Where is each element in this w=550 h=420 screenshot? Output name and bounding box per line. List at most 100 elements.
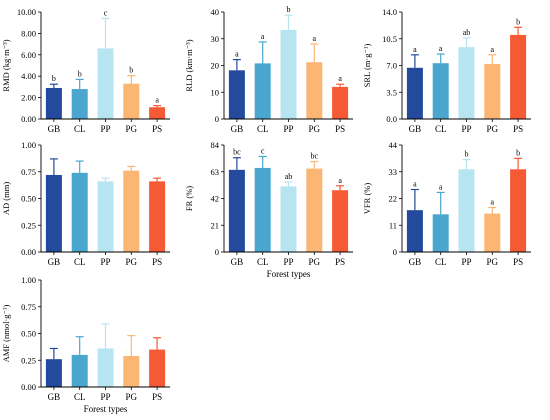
y-axis-label-rmd: RMD (kg·m⁻³) — [1, 39, 11, 91]
y-tick-label-vfr-0: 0 — [393, 247, 397, 257]
bar-ad-pp — [97, 181, 114, 252]
y-tick-label-rmd-2: 4.00 — [21, 71, 36, 81]
x-tick-label-srl-cl: CL — [435, 124, 447, 134]
y-tick-label-srl-4: 14.0 — [382, 7, 397, 17]
panel-rld: a GB a CL b PP a PG a PS 0 10 20 30 40 RLD (km·m⁻³) — [184, 5, 353, 134]
y-tick-label-rmd-0: 0.00 — [21, 114, 36, 124]
bar-rmd-pg — [123, 83, 140, 119]
significance-letter-vfr-pp: b — [465, 150, 469, 159]
x-tick-label-amf-ps: PS — [152, 392, 162, 402]
panel-rmd: b GB b CL c PP b PG a PS 0.00 2.00 4.00 6.00 8.00 10.00… — [1, 7, 170, 134]
panel-amf: GB CL PP PG PS 0.00 0.25 0.50 0.75 1.00 AMF (nmol·… — [1, 275, 170, 414]
y-tick-label-fr-3: 63 — [211, 167, 220, 177]
y-tick-label-fr-4: 84 — [211, 140, 220, 150]
y-tick-label-rmd-1: 2.00 — [21, 93, 36, 103]
x-tick-label-vfr-ps: PS — [513, 257, 523, 267]
bar-amf-ps — [149, 349, 166, 387]
panel-ad: GB CL PP PG PS 0.00 0.25 0.50 0.75 1.00 AD (mm) — [1, 140, 170, 267]
x-tick-label-srl-pg: PG — [487, 124, 499, 134]
x-tick-label-fr-cl: CL — [257, 257, 269, 267]
bar-rmd-pp — [97, 48, 114, 119]
x-tick-label-fr-pg: PG — [309, 257, 321, 267]
bar-vfr-cl — [432, 214, 449, 252]
bar-rmd-cl — [71, 89, 88, 119]
x-tick-label-rld-pp: PP — [283, 124, 293, 134]
y-tick-label-amf-1: 0.25 — [21, 355, 36, 365]
y-tick-label-amf-4: 1.00 — [21, 275, 36, 285]
significance-letter-srl-cl: a — [439, 44, 443, 53]
bar-fr-cl — [254, 167, 271, 252]
bar-ad-ps — [149, 181, 166, 252]
significance-letter-vfr-ps: b — [516, 148, 520, 157]
y-tick-label-rld-0: 0 — [215, 114, 219, 124]
x-tick-label-vfr-pg: PG — [487, 257, 499, 267]
bar-srl-pp — [458, 47, 475, 119]
x-tick-label-fr-ps: PS — [335, 257, 345, 267]
bar-rld-pg — [306, 62, 323, 119]
x-tick-label-fr-gb: GB — [231, 257, 244, 267]
bar-srl-pg — [484, 63, 501, 119]
significance-letter-rmd-pp: c — [104, 8, 108, 17]
y-tick-label-srl-2: 7.0 — [386, 61, 397, 71]
y-tick-label-srl-3: 10.5 — [382, 34, 397, 44]
y-tick-label-amf-3: 0.75 — [21, 302, 36, 312]
bar-rld-ps — [332, 86, 349, 119]
bar-vfr-pp — [458, 169, 475, 252]
panel-fr: bc GB c CL ab PP bc PG a PS 0 21 42 63 84 FR (%) Forest … — [184, 140, 353, 279]
significance-letter-vfr-gb: a — [413, 180, 417, 189]
x-tick-label-srl-ps: PS — [513, 124, 523, 134]
y-tick-label-rld-2: 20 — [211, 61, 220, 71]
y-tick-label-rmd-4: 8.00 — [21, 28, 36, 38]
bar-fr-pp — [280, 186, 297, 252]
x-tick-label-ad-pg: PG — [126, 257, 138, 267]
significance-letter-rld-pg: a — [313, 34, 317, 43]
x-tick-label-srl-pp: PP — [461, 124, 471, 134]
y-tick-label-ad-0: 0.00 — [21, 247, 36, 257]
significance-letter-rld-gb: a — [235, 50, 239, 59]
bar-rmd-gb — [45, 87, 62, 119]
x-tick-label-ad-ps: PS — [152, 257, 162, 267]
x-tick-label-vfr-pp: PP — [461, 257, 471, 267]
x-tick-label-rmd-pp: PP — [100, 124, 110, 134]
x-tick-label-ad-cl: CL — [74, 257, 86, 267]
significance-letter-fr-cl: c — [261, 146, 265, 155]
y-tick-label-ad-4: 1.00 — [21, 140, 36, 150]
y-tick-label-rld-3: 30 — [211, 34, 220, 44]
y-tick-label-ad-1: 0.25 — [21, 220, 36, 230]
significance-letter-srl-pp: ab — [463, 28, 471, 37]
bar-rld-pp — [280, 29, 297, 120]
significance-letter-rld-ps: a — [338, 74, 342, 83]
bar-rmd-ps — [149, 107, 166, 119]
x-tick-label-amf-gb: GB — [48, 392, 61, 402]
y-tick-label-rld-4: 40 — [211, 7, 220, 17]
x-axis-label-fr: Forest types — [267, 269, 311, 279]
y-tick-label-vfr-1: 11 — [389, 220, 397, 230]
bar-fr-gb — [228, 169, 245, 252]
x-tick-label-ad-gb: GB — [48, 257, 61, 267]
significance-letter-srl-ps: b — [516, 17, 520, 26]
bar-vfr-pg — [484, 213, 501, 252]
y-axis-label-vfr: VFR (%) — [362, 183, 372, 215]
significance-letter-fr-pp: ab — [285, 172, 293, 181]
x-tick-label-amf-pg: PG — [126, 392, 138, 402]
bar-amf-pg — [123, 355, 140, 387]
y-tick-label-srl-1: 3.5 — [386, 87, 397, 97]
y-tick-label-vfr-4: 44 — [389, 140, 398, 150]
y-axis-label-srl: SRL (m·g⁻¹) — [362, 43, 372, 87]
significance-letter-fr-ps: a — [338, 176, 342, 185]
bar-vfr-gb — [406, 210, 423, 252]
y-tick-label-vfr-2: 22 — [389, 194, 398, 204]
significance-letter-fr-pg: bc — [311, 152, 319, 161]
significance-letter-vfr-cl: a — [439, 182, 443, 191]
y-tick-label-fr-0: 0 — [215, 247, 219, 257]
x-tick-label-ad-pp: PP — [100, 257, 110, 267]
bar-srl-ps — [510, 34, 527, 119]
significance-letter-rmd-cl: b — [78, 69, 82, 78]
bar-ad-gb — [45, 174, 62, 252]
y-tick-label-rmd-5: 10.00 — [17, 7, 36, 17]
significance-letter-rmd-gb: b — [52, 74, 56, 83]
significance-letter-rld-cl: a — [261, 32, 265, 41]
x-tick-label-vfr-gb: GB — [409, 257, 422, 267]
